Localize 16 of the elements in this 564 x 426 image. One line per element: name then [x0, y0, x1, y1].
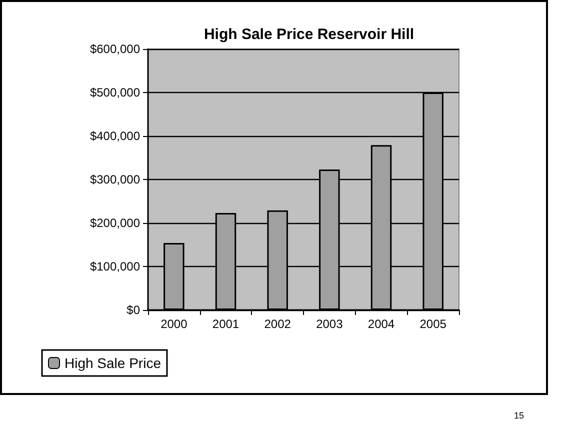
y-tick-label: $300,000	[90, 172, 140, 186]
x-tick-label: 2005	[420, 317, 447, 331]
text: 15	[514, 410, 524, 420]
x-tick-label: 2001	[212, 317, 240, 331]
y-tick-label: $400,000	[90, 129, 140, 143]
x-tick-label: 2004	[368, 317, 395, 331]
x-tick-label: 2002	[264, 317, 292, 331]
x-tick-label: 2003	[316, 317, 344, 331]
y-tick-label: $100,000	[90, 260, 140, 274]
y-tick-label: $0	[126, 303, 140, 317]
legend-label: High Sale Price	[64, 355, 162, 371]
y-tick-label: $600,000	[90, 42, 140, 56]
y-tick-label: $200,000	[90, 216, 140, 230]
chart-title: High Sale Price Reservoir Hill	[204, 26, 414, 43]
y-tick-label: $500,000	[90, 86, 140, 100]
x-tick-label: 2000	[160, 317, 188, 331]
